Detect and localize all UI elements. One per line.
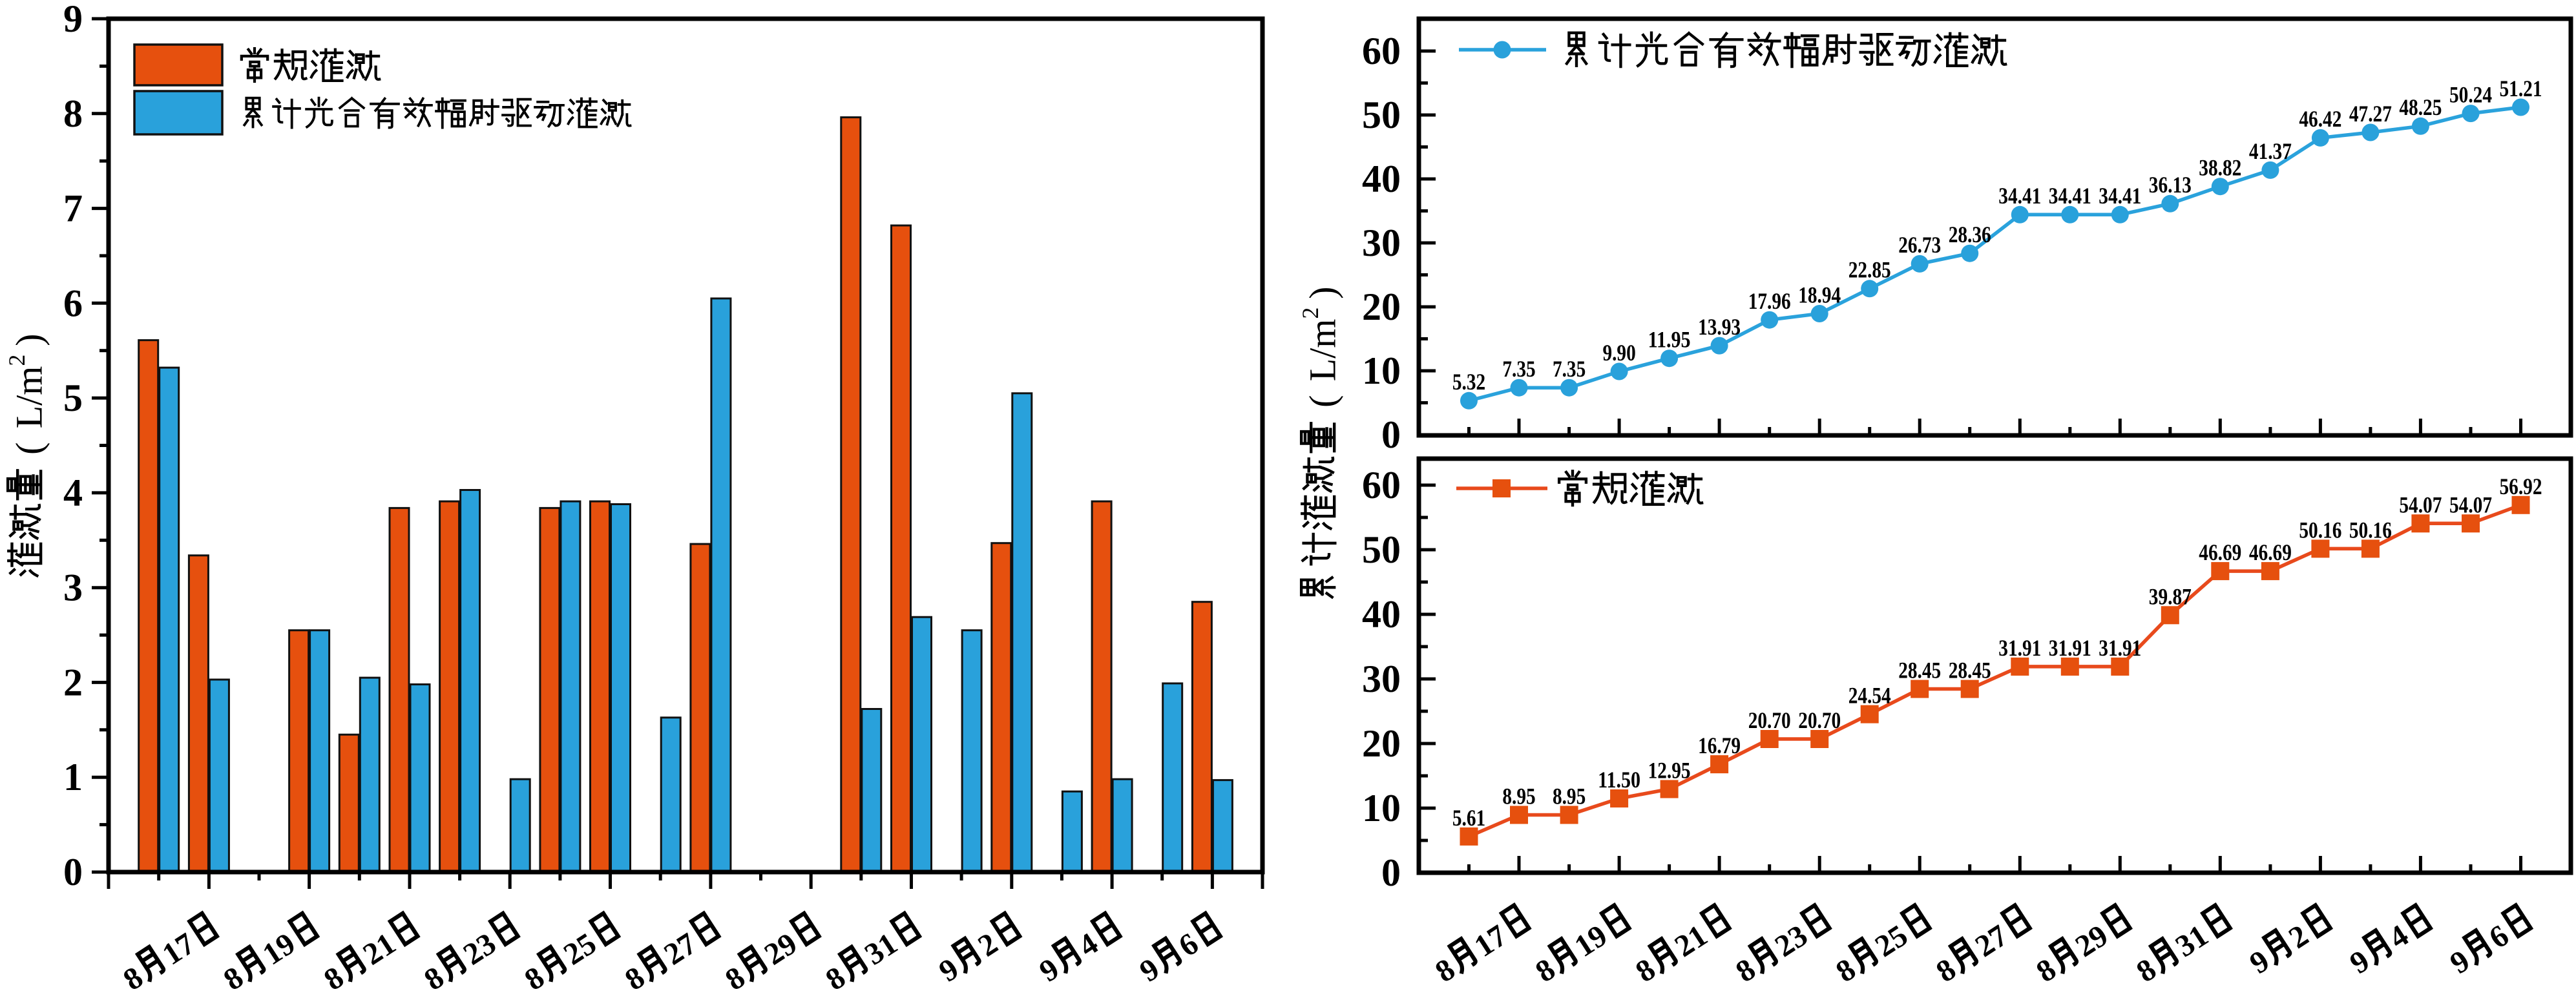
svg-text:5: 5 [63,377,83,419]
svg-text:54.07: 54.07 [2399,492,2442,517]
svg-text:60: 60 [1362,464,1401,506]
svg-text:28.45: 28.45 [1949,658,1991,683]
svg-text:(: ( [8,442,50,455]
svg-text:51.21: 51.21 [2500,76,2542,101]
svg-text:11.50: 11.50 [1598,767,1640,793]
svg-text:20: 20 [1362,722,1401,765]
svg-text:(: ( [1301,395,1343,408]
svg-text:10: 10 [1362,349,1401,392]
svg-text:8: 8 [63,92,83,135]
svg-text:L/m2: L/m2 [4,355,50,429]
svg-text:20: 20 [1362,286,1401,328]
svg-text:50.16: 50.16 [2349,517,2392,543]
svg-text:): ) [8,334,50,346]
svg-text:31.91: 31.91 [2049,635,2091,661]
svg-text:30: 30 [1362,222,1401,264]
svg-text:20.70: 20.70 [1748,707,1791,733]
svg-text:46.69: 46.69 [2199,539,2241,565]
svg-text:40: 40 [1362,158,1401,200]
svg-text:9: 9 [63,0,83,40]
svg-text:L/m2: L/m2 [1297,307,1343,382]
svg-text:0: 0 [63,851,83,893]
svg-text:): ) [1301,287,1343,299]
svg-text:48.25: 48.25 [2399,94,2442,120]
svg-text:34.41: 34.41 [1998,183,2041,209]
svg-text:7: 7 [63,187,83,230]
svg-text:7.35: 7.35 [1502,356,1535,382]
svg-text:56.92: 56.92 [2500,474,2542,499]
svg-text:28.45: 28.45 [1898,658,1941,683]
svg-text:13.93: 13.93 [1698,314,1741,340]
svg-text:6: 6 [63,282,83,324]
svg-text:38.82: 38.82 [2199,155,2241,181]
svg-text:47.27: 47.27 [2349,101,2392,127]
svg-text:5.32: 5.32 [1452,369,1485,395]
svg-text:22.85: 22.85 [1848,257,1891,283]
svg-text:50: 50 [1362,94,1401,136]
svg-text:3: 3 [63,567,83,609]
svg-text:50.24: 50.24 [2449,81,2492,107]
svg-text:5.61: 5.61 [1452,805,1485,831]
svg-text:46.69: 46.69 [2249,539,2292,565]
svg-text:39.87: 39.87 [2149,583,2192,609]
svg-text:8.95: 8.95 [1553,784,1586,809]
svg-text:50.16: 50.16 [2299,517,2341,543]
svg-text:20.70: 20.70 [1798,707,1841,733]
svg-text:34.41: 34.41 [2099,183,2141,209]
svg-text:18.94: 18.94 [1798,282,1841,307]
svg-text:36.13: 36.13 [2149,172,2192,198]
svg-text:12.95: 12.95 [1648,758,1691,784]
svg-text:24.54: 24.54 [1848,683,1891,709]
svg-text:60: 60 [1362,30,1401,72]
svg-text:28.36: 28.36 [1949,222,1991,247]
svg-text:54.07: 54.07 [2449,492,2492,517]
svg-text:1: 1 [63,756,83,798]
svg-text:4: 4 [63,472,83,514]
svg-text:16.79: 16.79 [1698,733,1741,758]
svg-text:17.96: 17.96 [1748,288,1791,314]
svg-text:30: 30 [1362,658,1401,700]
svg-text:0: 0 [1381,413,1401,456]
svg-text:50: 50 [1362,528,1401,571]
svg-text:0: 0 [1381,851,1401,894]
svg-text:46.42: 46.42 [2299,106,2341,132]
svg-text:31.91: 31.91 [2099,635,2141,661]
svg-text:7.35: 7.35 [1553,356,1586,382]
svg-text:31.91: 31.91 [1998,635,2041,661]
svg-text:2: 2 [63,661,83,703]
svg-text:26.73: 26.73 [1898,232,1941,258]
svg-text:9.90: 9.90 [1602,340,1635,366]
svg-text:10: 10 [1362,787,1401,829]
svg-text:40: 40 [1362,593,1401,636]
svg-text:34.41: 34.41 [2049,183,2091,209]
svg-text:11.95: 11.95 [1648,327,1691,353]
svg-text:41.37: 41.37 [2249,138,2292,164]
svg-text:8.95: 8.95 [1502,784,1535,809]
